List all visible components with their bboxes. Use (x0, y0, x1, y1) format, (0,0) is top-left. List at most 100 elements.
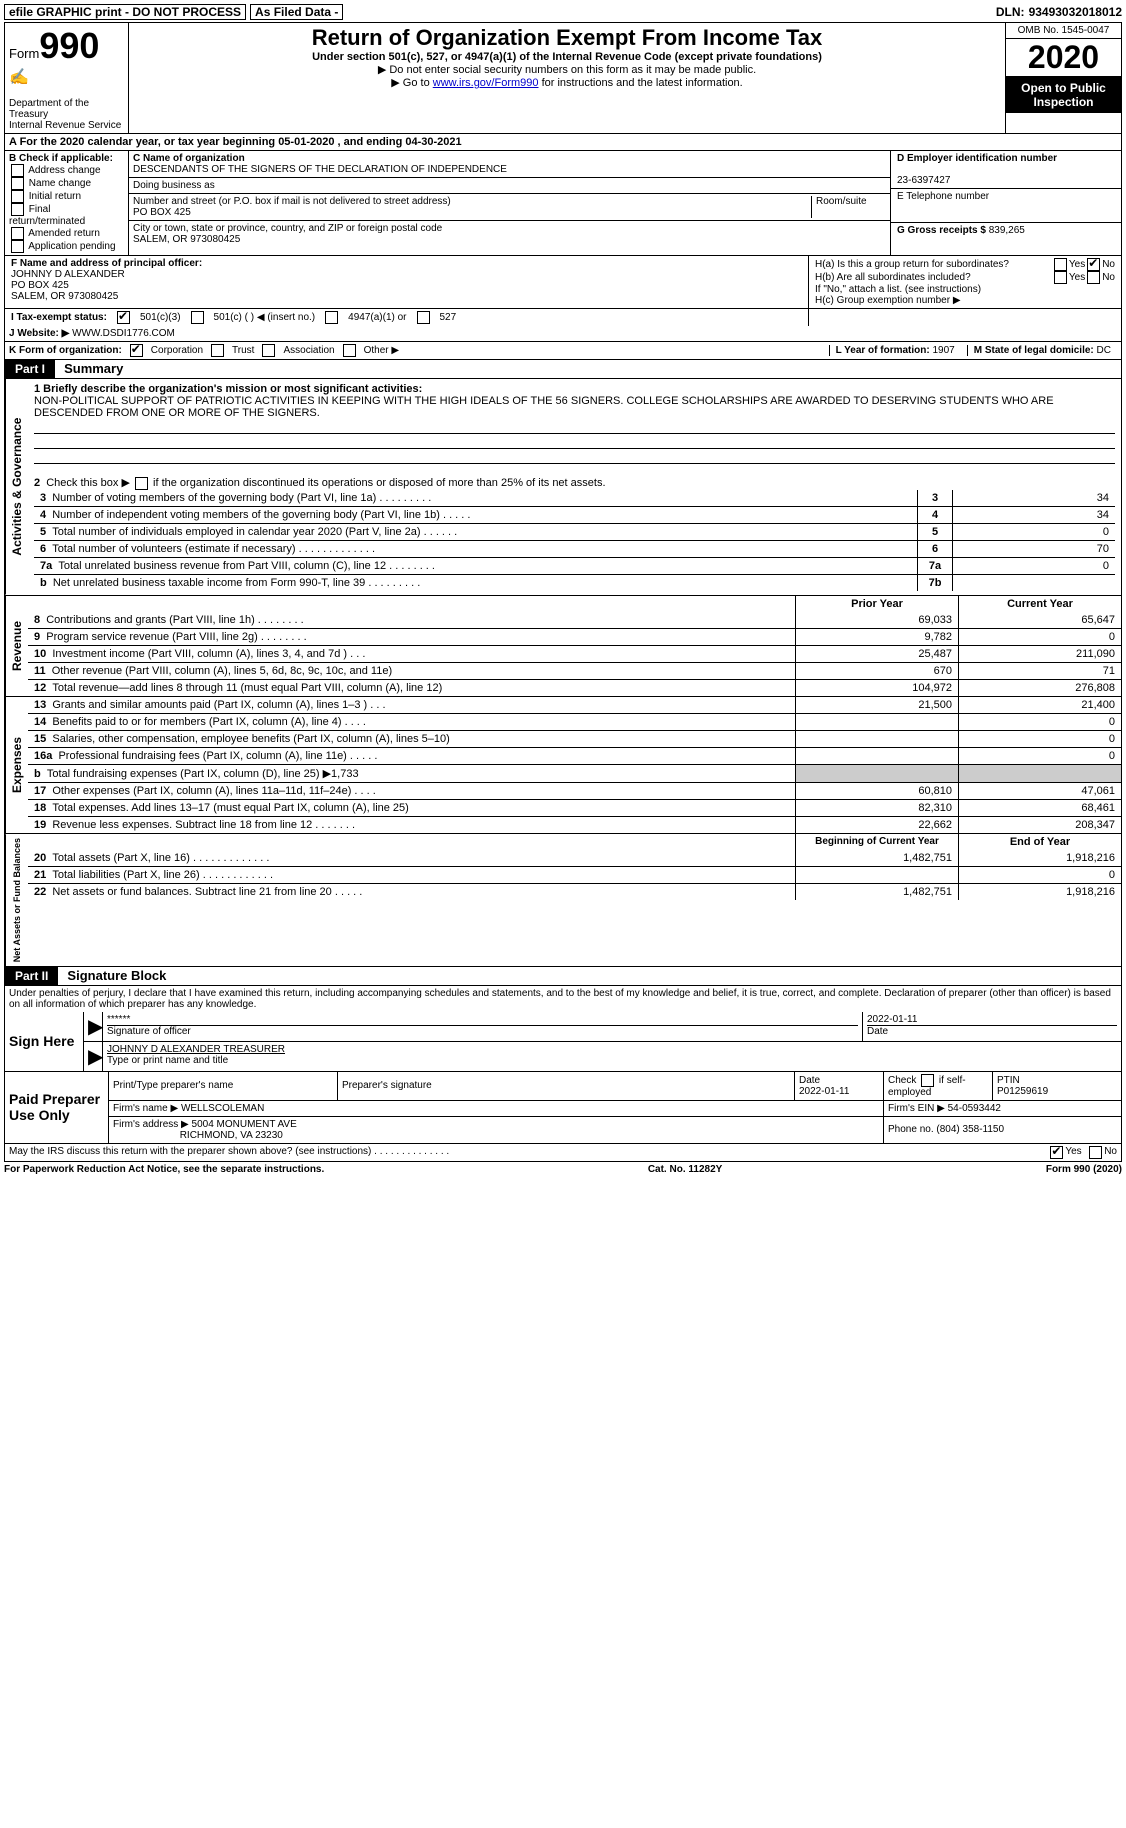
K-label: K Form of organization: (9, 345, 122, 356)
paid-preparer-label: Paid Preparer Use Only (5, 1072, 109, 1143)
prior-12: 104,972 (795, 680, 958, 696)
line-21: 21 Total liabilities (Part X, line 26) .… (28, 867, 795, 883)
header-sub1: Under section 501(c), 527, or 4947(a)(1)… (135, 51, 999, 63)
numcol-7a: 7a (917, 558, 952, 574)
numcol-3: 3 (917, 490, 952, 506)
prior-17: 60,810 (795, 783, 958, 799)
addr-label: Number and street (or P.O. box if mail i… (133, 196, 451, 207)
perjury-text: Under penalties of perjury, I declare th… (4, 986, 1122, 1012)
header: Form990 ✍ Department of the Treasury Int… (4, 23, 1122, 134)
cb-final-return[interactable] (11, 203, 24, 216)
cb-501c[interactable] (191, 311, 204, 324)
line-3: 3 Number of voting members of the govern… (34, 490, 917, 506)
prior-13: 21,500 (795, 697, 958, 713)
irs: Internal Revenue Service (9, 120, 121, 131)
line-16a: 16a Professional fundraising fees (Part … (28, 748, 795, 764)
curr-11: 71 (958, 663, 1121, 679)
line-7b: b Net unrelated business taxable income … (34, 575, 917, 591)
curr-16a: 0 (958, 748, 1121, 764)
curr-8: 65,647 (958, 612, 1121, 628)
hdr-prior: Prior Year (795, 596, 958, 612)
curr-10: 211,090 (958, 646, 1121, 662)
cb-name-change[interactable] (11, 177, 24, 190)
efile-label: efile GRAPHIC print - DO NOT PROCESS (4, 4, 246, 20)
sign-here: Sign Here (5, 1012, 84, 1071)
cb-corp[interactable] (130, 344, 143, 357)
mission-text: NON-POLITICAL SUPPORT OF PATRIOTIC ACTIV… (34, 395, 1115, 419)
prior-b (795, 765, 958, 782)
cb-trust[interactable] (211, 344, 224, 357)
side-governance: Activities & Governance (5, 379, 28, 595)
prior-22: 1,482,751 (795, 884, 958, 900)
cb-address-change[interactable] (11, 164, 24, 177)
line-20: 20 Total assets (Part X, line 16) . . . … (28, 850, 795, 866)
line-11: 11 Other revenue (Part VIII, column (A),… (28, 663, 795, 679)
val-7b (952, 575, 1115, 591)
partI-hdr: Part I (5, 360, 55, 378)
curr-12: 276,808 (958, 680, 1121, 696)
cb-assoc[interactable] (262, 344, 275, 357)
prior-19: 22,662 (795, 817, 958, 833)
footer-mid: Cat. No. 11282Y (648, 1164, 722, 1175)
firm-ein: 54-0593442 (948, 1103, 1001, 1114)
prior-15 (795, 731, 958, 747)
asfiled-label: As Filed Data - (250, 4, 343, 20)
website: WWW.DSDI1776.COM (72, 328, 175, 339)
line-8: 8 Contributions and grants (Part VIII, l… (28, 612, 795, 628)
val-5: 0 (952, 524, 1115, 540)
year-formation: 1907 (932, 345, 954, 356)
dept: Department of the Treasury (9, 98, 89, 120)
form990-link[interactable]: www.irs.gov/Form990 (433, 77, 539, 89)
Hb-label: H(b) Are all subordinates included? (815, 272, 1052, 283)
row-FH: F Name and address of principal officer:… (4, 256, 1122, 309)
cb-discontinued[interactable] (135, 477, 148, 490)
val-4: 34 (952, 507, 1115, 523)
val-3: 34 (952, 490, 1115, 506)
line-13: 13 Grants and similar amounts paid (Part… (28, 697, 795, 713)
cb-amended[interactable] (11, 227, 24, 240)
cb-initial-return[interactable] (11, 190, 24, 203)
cb-ha-yes[interactable] (1054, 258, 1067, 271)
firm-name: WELLSCOLEMAN (181, 1103, 264, 1114)
cb-other[interactable] (343, 344, 356, 357)
discuss-label: May the IRS discuss this return with the… (9, 1146, 449, 1159)
hdr-beginning: Beginning of Current Year (795, 834, 958, 850)
numcol-5: 5 (917, 524, 952, 540)
cb-discuss-yes[interactable] (1050, 1146, 1063, 1159)
cb-4947[interactable] (325, 311, 338, 324)
cb-self-employed[interactable] (921, 1074, 934, 1087)
cb-app-pending[interactable] (11, 240, 24, 253)
cb-527[interactable] (417, 311, 430, 324)
cb-discuss-no[interactable] (1089, 1146, 1102, 1159)
curr-20: 1,918,216 (958, 850, 1121, 866)
cb-ha-no[interactable] (1087, 258, 1100, 271)
cb-hb-no[interactable] (1087, 271, 1100, 284)
cb-hb-yes[interactable] (1054, 271, 1067, 284)
hdr-end: End of Year (958, 834, 1121, 850)
dba-label: Doing business as (129, 178, 890, 194)
val-6: 70 (952, 541, 1115, 557)
curr-b (958, 765, 1121, 782)
curr-14: 0 (958, 714, 1121, 730)
curr-13: 21,400 (958, 697, 1121, 713)
sig-officer-label: Signature of officer (107, 1025, 858, 1037)
prior-14 (795, 714, 958, 730)
numcol-6: 6 (917, 541, 952, 557)
curr-21: 0 (958, 867, 1121, 883)
J-label: J Website: ▶ (9, 328, 69, 339)
cb-501c3[interactable] (117, 311, 130, 324)
D-label: D Employer identification number (897, 153, 1057, 164)
dln-label: DLN: (996, 5, 1025, 19)
domicile: DC (1097, 345, 1111, 356)
G-label: G Gross receipts $ (897, 225, 986, 236)
E-label: E Telephone number (891, 189, 1121, 223)
line-22: 22 Net assets or fund balances. Subtract… (28, 884, 795, 900)
H-note: If "No," attach a list. (see instruction… (815, 284, 1115, 295)
curr-9: 0 (958, 629, 1121, 645)
line-5: 5 Total number of individuals employed i… (34, 524, 917, 540)
ptin: P01259619 (997, 1086, 1048, 1097)
room-label: Room/suite (811, 196, 886, 218)
side-revenue: Revenue (5, 596, 28, 696)
line-4: 4 Number of independent voting members o… (34, 507, 917, 523)
prep-date: 2022-01-11 (799, 1086, 849, 1097)
